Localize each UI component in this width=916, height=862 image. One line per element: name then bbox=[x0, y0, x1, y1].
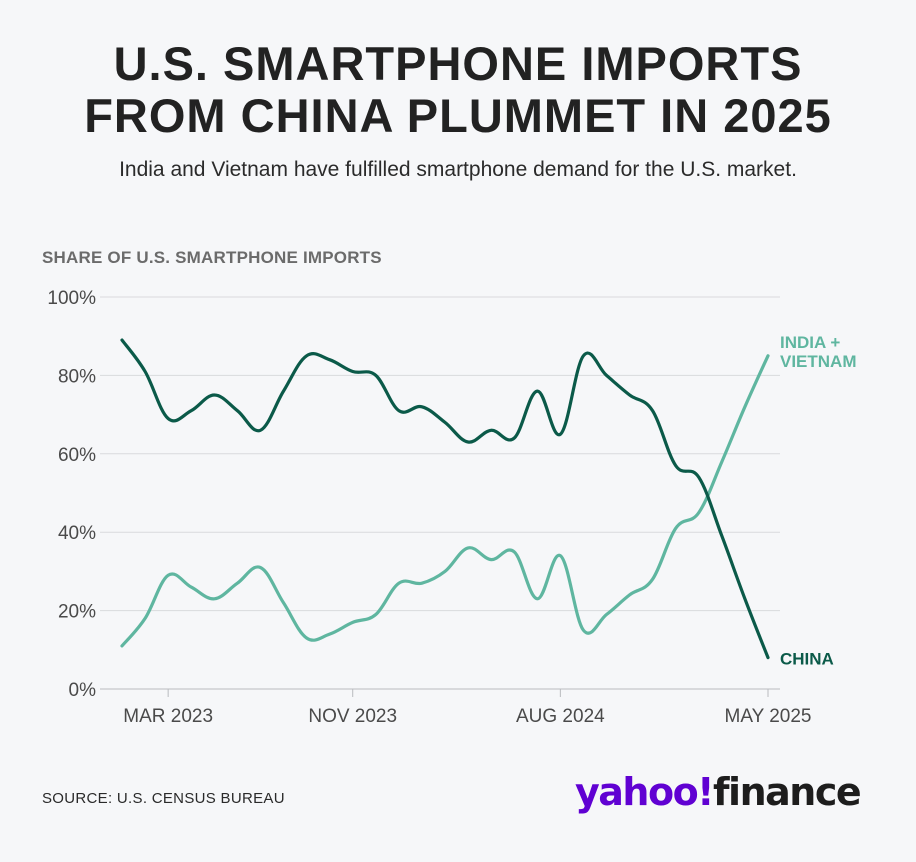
data-point bbox=[490, 558, 493, 561]
data-point bbox=[467, 546, 470, 549]
x-tick-label: MAY 2025 bbox=[725, 706, 812, 727]
data-point bbox=[743, 597, 746, 600]
data-point bbox=[213, 394, 216, 397]
data-point bbox=[674, 464, 677, 467]
y-tick-label: 100% bbox=[47, 288, 96, 309]
data-point bbox=[305, 637, 308, 640]
data-point bbox=[420, 582, 423, 585]
data-point bbox=[420, 405, 423, 408]
y-tick-label: 80% bbox=[58, 366, 96, 387]
data-point bbox=[328, 633, 331, 636]
data-point bbox=[282, 390, 285, 393]
series-label-india-vietnam: INDIA + VIETNAM bbox=[780, 333, 857, 371]
y-axis-title: SHARE OF U.S. SMARTPHONE IMPORTS bbox=[42, 248, 382, 267]
yahoo-finance-logo: yahoo!finance bbox=[575, 770, 862, 814]
data-point bbox=[121, 339, 124, 342]
y-tick-label: 0% bbox=[69, 680, 97, 701]
data-point bbox=[559, 433, 562, 436]
series-line-china bbox=[120, 338, 770, 660]
data-point bbox=[628, 593, 631, 596]
data-point bbox=[374, 374, 377, 377]
chart-subtitle: India and Vietnam have fulfilled smartph… bbox=[119, 158, 797, 181]
data-point bbox=[767, 354, 770, 357]
data-point bbox=[767, 656, 770, 659]
x-tick-label: AUG 2024 bbox=[516, 706, 605, 727]
data-point bbox=[674, 527, 677, 530]
data-point bbox=[651, 578, 654, 581]
data-point bbox=[536, 390, 539, 393]
data-point bbox=[144, 370, 147, 373]
data-point bbox=[121, 644, 124, 647]
source-note: SOURCE: U.S. CENSUS BUREAU bbox=[42, 790, 285, 807]
y-tick-label: 20% bbox=[58, 602, 96, 623]
x-tick-label: NOV 2023 bbox=[308, 706, 397, 727]
data-point bbox=[697, 511, 700, 514]
data-point bbox=[236, 409, 239, 412]
data-point bbox=[743, 405, 746, 408]
series-line-india-vietnam bbox=[120, 354, 770, 648]
data-point bbox=[720, 460, 723, 463]
data-point bbox=[490, 429, 493, 432]
title-line-1: U.S. SMARTPHONE IMPORTS bbox=[113, 37, 803, 90]
series-label-china: CHINA bbox=[780, 650, 834, 669]
data-point bbox=[582, 354, 585, 357]
y-tick-label: 60% bbox=[58, 445, 96, 466]
data-point bbox=[536, 597, 539, 600]
data-point bbox=[328, 358, 331, 361]
logo-finance: finance bbox=[713, 770, 862, 814]
data-point bbox=[513, 550, 516, 553]
data-point bbox=[190, 409, 193, 412]
data-point bbox=[559, 554, 562, 557]
data-point bbox=[651, 409, 654, 412]
data-point bbox=[236, 582, 239, 585]
data-point bbox=[444, 421, 447, 424]
data-point bbox=[351, 370, 354, 373]
data-point bbox=[213, 597, 216, 600]
data-point bbox=[720, 535, 723, 538]
data-point bbox=[167, 574, 170, 577]
data-point bbox=[397, 409, 400, 412]
data-point bbox=[467, 441, 470, 444]
y-tick-label: 40% bbox=[58, 523, 96, 544]
data-point bbox=[259, 429, 262, 432]
data-point bbox=[259, 566, 262, 569]
data-point bbox=[513, 437, 516, 440]
data-point bbox=[582, 629, 585, 632]
data-point bbox=[374, 613, 377, 616]
data-point bbox=[282, 601, 285, 604]
data-point bbox=[605, 613, 608, 616]
data-point bbox=[397, 582, 400, 585]
data-point bbox=[628, 394, 631, 397]
data-point bbox=[697, 476, 700, 479]
data-point bbox=[444, 570, 447, 573]
data-point bbox=[190, 586, 193, 589]
data-point bbox=[605, 374, 608, 377]
logo-yahoo: yahoo! bbox=[575, 770, 715, 814]
chart-title: U.S. SMARTPHONE IMPORTS FROM CHINA PLUMM… bbox=[0, 38, 916, 142]
x-tick-label: MAR 2023 bbox=[123, 706, 213, 727]
data-point bbox=[351, 621, 354, 624]
data-point bbox=[305, 354, 308, 357]
data-point bbox=[144, 617, 147, 620]
title-line-2: FROM CHINA PLUMMET IN 2025 bbox=[84, 89, 832, 142]
data-point bbox=[167, 417, 170, 420]
